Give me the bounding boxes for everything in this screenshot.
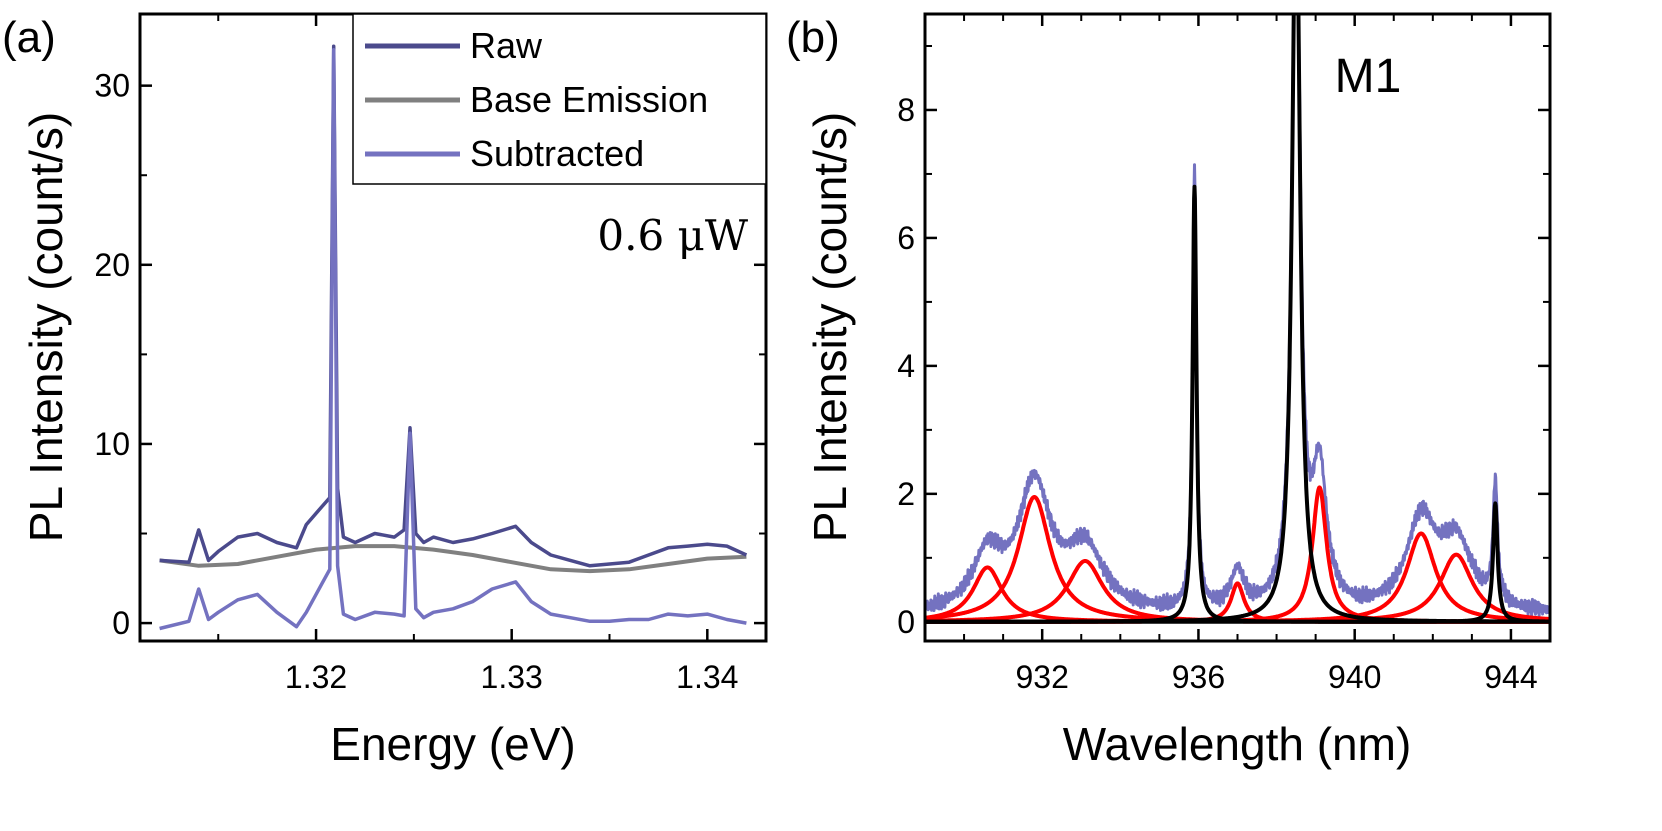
base-emission-series-line — [159, 544, 747, 574]
measured-spectrum-line — [925, 14, 1550, 618]
panel-b-x-tick-label: 936 — [1172, 659, 1225, 695]
panel-a-y-tick-label: 0 — [112, 605, 130, 641]
panel-b-label: (b) — [786, 13, 840, 62]
subtracted-series-line — [159, 48, 747, 631]
broad-peak-fit-line — [925, 565, 1550, 624]
sharp-peak-fit-line — [925, 501, 1550, 624]
panel-a-x-tick-label: 1.33 — [481, 659, 543, 695]
panel-b-y-tick-label: 6 — [897, 220, 915, 256]
legend: Raw Base Emission Subtracted — [352, 13, 767, 185]
panel-a-x-axis-label: Energy (eV) — [330, 718, 575, 770]
legend-label-subtracted: Subtracted — [470, 133, 644, 174]
panel-b-y-axis-label: PL Intensity (count/s) — [804, 112, 856, 542]
power-annotation: 0.6 μW — [597, 211, 748, 260]
raw-series-line — [159, 44, 748, 568]
panel-b-y-tick-label: 2 — [897, 476, 915, 512]
panel-a-y-axis-label: PL Intensity (count/s) — [20, 112, 72, 542]
panel-a: 1.32 1.33 1.34 0 10 20 30 (a) Energy (eV) PL I… — [2, 12, 768, 770]
legend-label-raw: Raw — [470, 25, 543, 66]
panel-b-x-axis-label: Wavelength (nm) — [1063, 718, 1412, 770]
panel-b-x-tick-label: 944 — [1484, 659, 1537, 695]
panel-b-y-tick-label: 8 — [897, 92, 915, 128]
panel-a-x-tick-label: 1.34 — [676, 659, 738, 695]
panel-a-x-tick-label: 1.32 — [285, 659, 347, 695]
sample-annotation: M1 — [1335, 50, 1402, 103]
panel-a-y-tick-label: 10 — [94, 426, 130, 462]
panel-b-x-tick-label: 940 — [1328, 659, 1381, 695]
panel-b-x-tick-label: 932 — [1015, 659, 1068, 695]
panel-b-y-tick-label: 0 — [897, 604, 915, 640]
panel-a-y-tick-label: 30 — [94, 68, 130, 104]
panel-b: 932 936 940 944 0 2 4 6 8 (b) Wavelength (nm) PL… — [786, 12, 1552, 770]
panel-a-y-tick-label: 20 — [94, 247, 130, 283]
panel-b-y-tick-label: 4 — [897, 348, 915, 384]
legend-label-base-emission: Base Emission — [470, 79, 708, 120]
panel-a-label: (a) — [2, 13, 56, 62]
